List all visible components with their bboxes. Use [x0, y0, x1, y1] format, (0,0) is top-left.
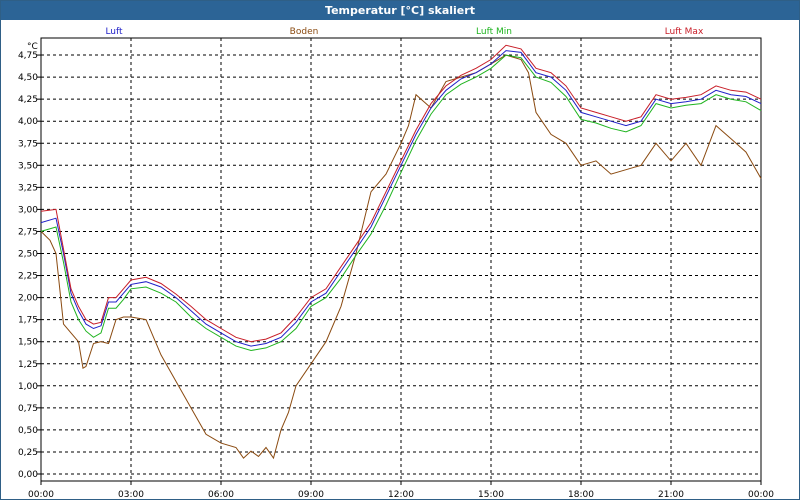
y-tick-label: 2,50	[18, 250, 38, 260]
window-title: Temperatur [°C] skaliert	[1, 1, 799, 20]
x-tick-time: 12:00	[388, 490, 414, 499]
x-tick-time: 00:00	[28, 490, 54, 499]
y-tick-label: 3,25	[18, 183, 38, 193]
y-tick-label: 0,25	[18, 448, 38, 458]
y-tick-label: 4,25	[18, 95, 38, 105]
y-tick-label: 1,50	[18, 338, 38, 348]
legend-luft-min: Luft Min	[476, 27, 512, 37]
x-tick-time: 18:00	[568, 490, 594, 499]
x-tick-time: 15:00	[478, 490, 504, 499]
y-tick-label: 2,25	[18, 272, 38, 282]
x-axis: 00:0005.01.2203:0005.01.2206:0005.01.220…	[28, 481, 774, 499]
y-tick-label: 3,00	[18, 205, 38, 215]
series-line-boden	[40, 54, 762, 460]
y-tick-label: 4,75	[18, 51, 38, 61]
x-tick-time: 21:00	[658, 490, 684, 499]
x-tick-time: 00:00	[748, 490, 774, 499]
y-tick-label: 3,50	[18, 161, 38, 171]
series-line-luft-min	[40, 54, 762, 352]
y-tick-label: 0,75	[18, 404, 38, 414]
y-tick-label: 1,25	[18, 360, 38, 370]
series-line-luft	[40, 50, 762, 347]
y-tick-label: 1,00	[18, 382, 38, 392]
y-tick-label: 3,75	[18, 139, 38, 149]
y-tick-label: 2,75	[18, 227, 38, 237]
y-tick-label: 4,00	[18, 117, 38, 127]
x-tick-time: 06:00	[208, 490, 234, 499]
legend-luft: Luft	[105, 27, 123, 37]
y-tick-label: 0,50	[18, 426, 38, 436]
y-tick-label: 4,50	[18, 73, 38, 83]
x-tick-time: 03:00	[118, 490, 144, 499]
y-tick-label: 0,00	[18, 470, 38, 480]
x-tick-time: 09:00	[298, 490, 324, 499]
temperature-chart: Luft Boden Luft Min Luft Max °C 0,00 0,25…	[18, 27, 774, 499]
y-tick-label: 1,75	[18, 316, 38, 326]
series-line-luft-max	[40, 44, 762, 343]
series-lines	[40, 44, 762, 460]
legend-luft-max: Luft Max	[665, 27, 704, 37]
legend-boden: Boden	[290, 27, 319, 37]
legend: Luft Boden Luft Min Luft Max	[105, 27, 704, 37]
y-axis-unit: °C	[27, 42, 38, 52]
grid	[41, 38, 761, 481]
y-axis: 0,00 0,25 0,50 0,75 1,00 1,25 1,50 1,75 2,00 2,25…	[18, 51, 41, 480]
y-tick-label: 2,00	[18, 294, 38, 304]
